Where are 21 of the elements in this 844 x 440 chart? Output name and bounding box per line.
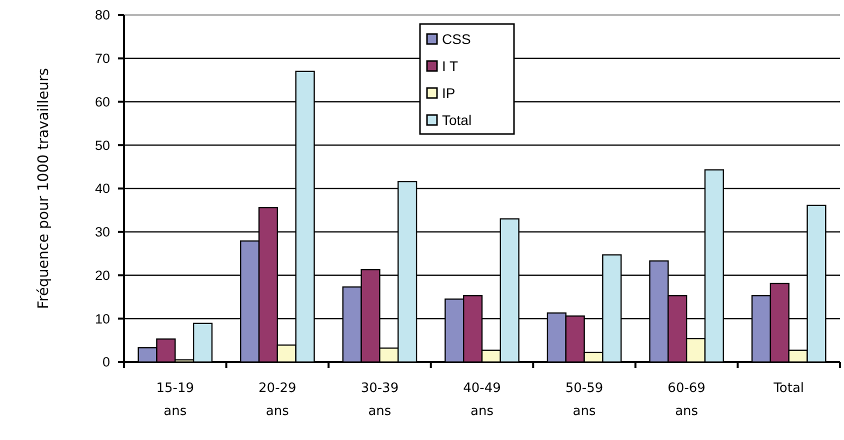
y-tick-label: 10 [94,311,110,326]
x-tick-label: 50-59 ans [565,381,604,419]
y-tick-label: 40 [94,181,110,196]
x-tick-label: 40-49 ans [463,381,501,419]
y-tick-label: 70 [94,51,110,66]
y-tick-label: 20 [94,268,110,283]
y-tick-label: 50 [94,138,110,153]
legend-label: IP [442,84,456,101]
x-tick-label: 20-29 ans [258,381,296,419]
y-axis-title: Fréquence pour 1000 travailleurs [36,68,52,309]
x-tick-label: 30-39 ans [360,381,399,419]
x-tick-label: 15-19 ans [156,381,194,419]
x-tick-label: 60-69 ans [668,381,706,419]
legend-label: I T [442,58,459,74]
x-tick-label: Total [772,381,804,396]
legend-label: CSS [442,30,471,47]
legend-label: Total [442,112,472,128]
y-tick-label: 30 [94,224,110,240]
y-tick-label: 60 [94,94,110,110]
y-tick-label: 80 [94,8,110,23]
y-tick-label: 0 [102,354,110,370]
